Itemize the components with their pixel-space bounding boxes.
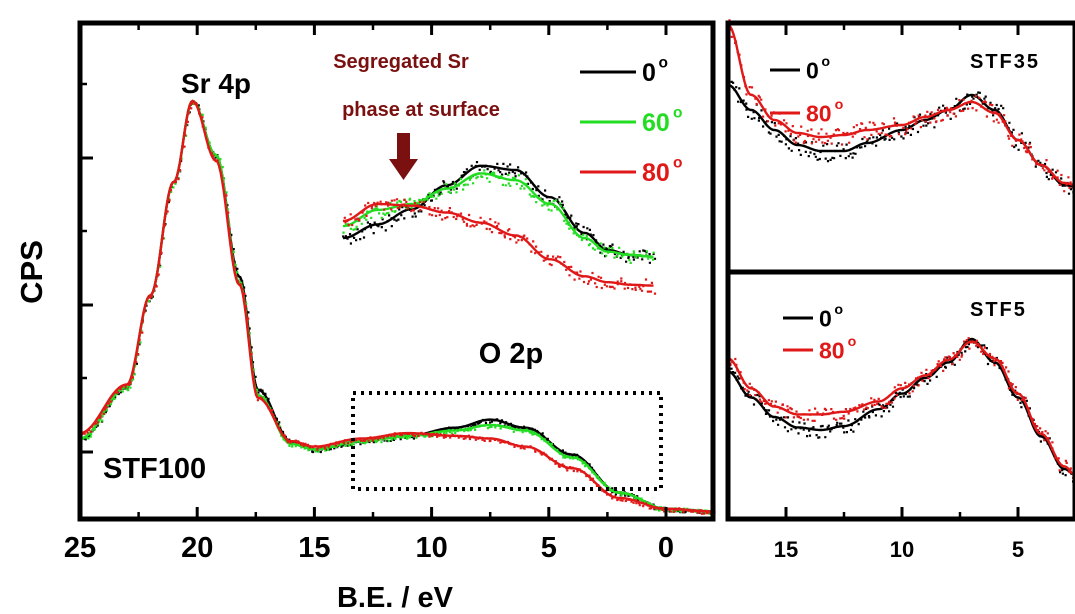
main-legend-unit-0: o	[659, 55, 668, 72]
right-xtick-label: 15	[774, 537, 798, 562]
main-series-80	[79, 99, 715, 516]
stf5-series-0	[727, 337, 1075, 483]
stf35-legend-label-80: 80	[806, 100, 832, 126]
stf35-legend-unit-80: o	[835, 97, 844, 113]
region-label-o2p: O 2p	[479, 338, 543, 370]
stf35-series-0-scatter	[727, 80, 1075, 195]
main-xtick-label: 15	[298, 532, 330, 564]
axis-ticks	[78, 23, 1020, 519]
main-legend-label-80: 80	[642, 159, 670, 187]
main-legend-unit-80: o	[673, 155, 682, 172]
inset-series-60-line	[342, 172, 654, 258]
main-xtick-label: 5	[541, 532, 557, 564]
main-xtick-label: 25	[64, 532, 96, 564]
stf35-series-80	[727, 19, 1075, 196]
chart-traces	[79, 19, 1075, 516]
stf35-legend-unit-0: o	[821, 54, 830, 70]
y-axis-label: CPS	[14, 240, 49, 304]
inset-series-60	[342, 169, 655, 264]
stf5-series-0-scatter	[727, 338, 1075, 483]
main-legend-label-0: 0	[642, 59, 656, 87]
inset-series-0	[342, 161, 657, 264]
stf35-series-80-scatter	[728, 19, 1075, 196]
sample-label-stf100: STF100	[103, 453, 206, 485]
peak-label-sr4p: Sr 4p	[181, 68, 251, 99]
stf5-legend-label-0: 0	[819, 305, 832, 331]
right-xtick-label: 5	[1012, 537, 1024, 562]
main-xtick-label: 10	[415, 532, 447, 564]
sample-label-stf35: STF35	[970, 51, 1040, 73]
inset-series-60-scatter	[342, 169, 655, 264]
right-xtick-label: 10	[890, 537, 914, 562]
annotation-line-1: Segregated Sr	[333, 51, 469, 73]
main-legend-unit-60: o	[673, 105, 682, 122]
stf35-series-80-line	[727, 23, 1075, 187]
stf5-series-80-scatter	[728, 337, 1075, 479]
main-plot-frame	[77, 20, 716, 522]
stf5-series-80	[727, 337, 1075, 479]
main-xtick-label: 20	[181, 532, 213, 564]
stf35-legend-label-0: 0	[806, 57, 819, 83]
annotation-line-2: phase at surface	[342, 99, 500, 121]
stf5-legend-unit-80: o	[848, 334, 857, 350]
main-legend-label-60: 60	[642, 109, 670, 137]
segregation-arrow	[389, 133, 418, 180]
stf5-legend-unit-0: o	[834, 302, 843, 318]
tick-labels: 25 20 15 10 5 0 15 10 5	[64, 532, 1024, 564]
o2p-region-box	[351, 391, 663, 491]
sample-label-stf5: STF5	[970, 299, 1027, 321]
x-axis-label: B.E. / eV	[337, 582, 454, 614]
inset-series-80	[342, 198, 657, 295]
legends: 0 o60 o80 o0 o80 o0 o80 o	[580, 54, 857, 363]
stf35-series-0	[727, 80, 1075, 195]
inset-series-0-line	[342, 164, 654, 258]
inset-series-80-line	[342, 202, 654, 287]
stf5-legend-label-80: 80	[819, 337, 845, 363]
main-xtick-label: 0	[658, 532, 674, 564]
